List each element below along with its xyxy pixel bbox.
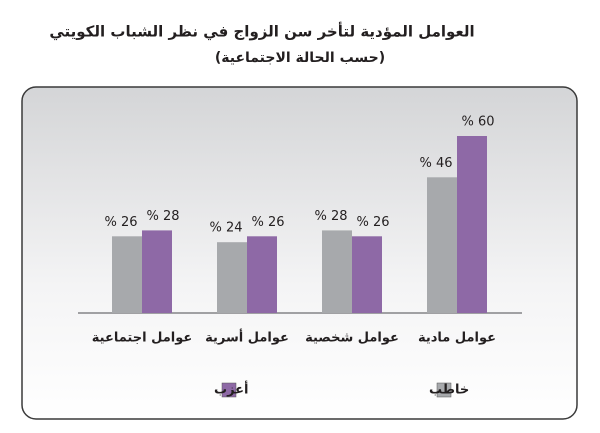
bar [217,242,247,313]
value-label: % 28 [314,209,347,224]
value-label: % 60 [461,115,494,130]
bar [427,177,457,313]
bar [247,236,277,313]
chart-subtitle: (حسب الحالة الاجتماعية) [215,50,385,66]
bar [142,230,172,313]
bar [457,136,487,313]
bar [352,236,382,313]
legend-label: خاطب [429,383,469,398]
value-label: % 28 [146,209,179,224]
legend-swatch [221,382,237,398]
value-label: % 46 [419,156,452,171]
bar [112,236,142,313]
x-tick-label: عوامل مادية [418,331,496,346]
value-label: % 26 [356,215,389,230]
plot-frame [21,86,578,420]
legend-label: أعزب [214,381,249,398]
x-tick-label: عوامل اجتماعية [92,331,192,346]
legend-swatch [436,382,452,398]
x-tick-label: عوامل أسرية [205,329,289,346]
value-label: % 26 [251,215,284,230]
value-label: % 24 [209,221,242,236]
value-label: % 26 [104,215,137,230]
bar [322,230,352,313]
chart-title: العوامل المؤدية لتأخر سن الزواج في نظر ا… [49,22,474,41]
x-tick-label: عوامل شخصية [305,331,399,346]
